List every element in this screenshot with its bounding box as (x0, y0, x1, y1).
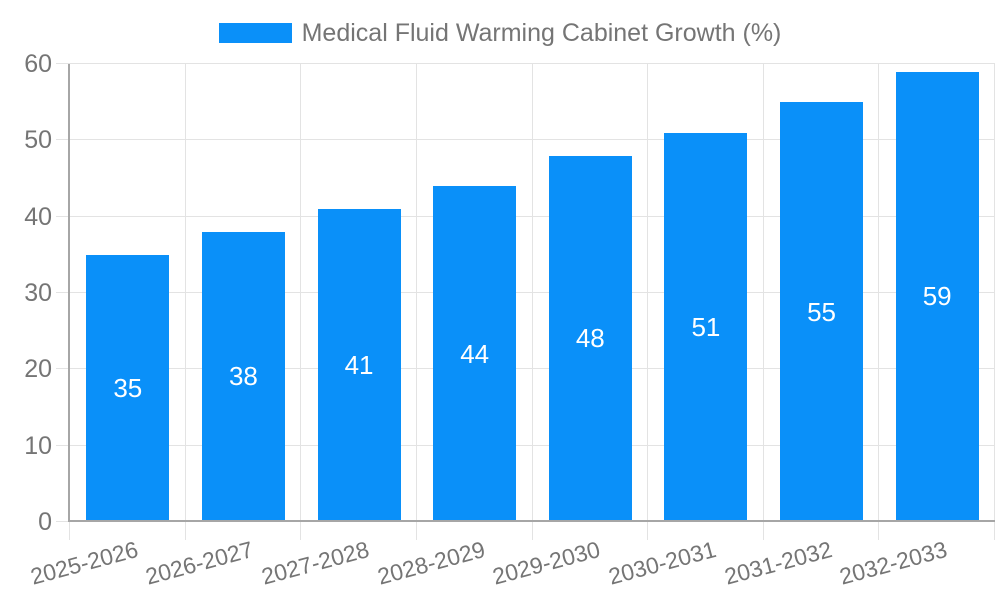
x-gridline (300, 64, 302, 522)
y-tick (56, 444, 70, 446)
bar-value-label: 51 (691, 311, 721, 342)
bar: 38 (201, 231, 285, 522)
bar-value-label: 59 (922, 281, 952, 312)
x-tick (415, 522, 417, 540)
y-tick (56, 368, 70, 370)
bar: 35 (86, 254, 170, 522)
bar: 55 (780, 102, 864, 522)
x-tick-label: 2030-2031 (605, 536, 719, 590)
x-gridline (531, 64, 533, 522)
x-tick-label: 2032-2033 (836, 536, 950, 590)
y-tick-label: 50 (24, 126, 52, 155)
y-tick (56, 521, 70, 522)
x-tick (69, 522, 70, 540)
x-gridline (762, 64, 764, 522)
y-tick (56, 63, 70, 64)
x-tick (878, 522, 880, 540)
bar-value-label: 55 (807, 296, 837, 327)
bar-value-label: 41 (344, 350, 374, 380)
x-tick-label: 2031-2032 (721, 536, 835, 590)
x-tick-label: 2026-2027 (143, 536, 257, 590)
y-gridline (70, 63, 995, 64)
x-gridline (647, 64, 649, 522)
y-tick (56, 215, 70, 217)
bar-value-label: 48 (575, 323, 605, 354)
x-tick (762, 522, 764, 540)
legend-swatch (218, 23, 292, 43)
x-axis-line (68, 520, 995, 522)
bar: 48 (548, 155, 632, 522)
y-tick-label: 60 (24, 50, 52, 78)
x-tick (994, 522, 995, 540)
y-gridline (70, 368, 995, 370)
y-tick-label: 0 (38, 508, 52, 536)
y-tick (56, 292, 70, 293)
bar-value-label: 38 (228, 361, 258, 392)
y-gridline (70, 139, 995, 141)
y-tick-label: 20 (24, 355, 52, 384)
y-gridline (70, 215, 995, 217)
y-gridline (70, 444, 995, 446)
x-tick-label: 2027-2028 (258, 536, 372, 590)
bar: 59 (895, 71, 979, 522)
legend-label: Medical Fluid Warming Cabinet Growth (%) (301, 19, 782, 47)
y-axis-line (68, 64, 70, 522)
x-tick (300, 522, 302, 540)
y-tick-label: 40 (24, 202, 52, 231)
bar-value-label: 44 (460, 338, 490, 369)
x-tick-label: 2029-2030 (490, 536, 604, 590)
x-tick-label: 2025-2026 (27, 536, 141, 590)
x-tick (184, 522, 186, 540)
x-tick-label: 2028-2029 (374, 536, 488, 590)
x-gridline (415, 64, 417, 522)
x-gridline (994, 64, 995, 522)
x-tick (647, 522, 649, 540)
x-gridline (184, 64, 186, 522)
legend-item[interactable]: Medical Fluid Warming Cabinet Growth (%) (0, 19, 1000, 47)
y-tick (56, 139, 70, 141)
bar-value-label: 35 (113, 372, 143, 403)
x-gridline (878, 64, 880, 522)
y-tick-label: 30 (24, 279, 52, 307)
y-gridline (70, 292, 995, 293)
bar: 41 (317, 209, 401, 522)
bar: 51 (664, 132, 748, 522)
x-tick (531, 522, 533, 540)
y-tick-label: 10 (24, 431, 52, 460)
bar: 44 (433, 186, 517, 522)
